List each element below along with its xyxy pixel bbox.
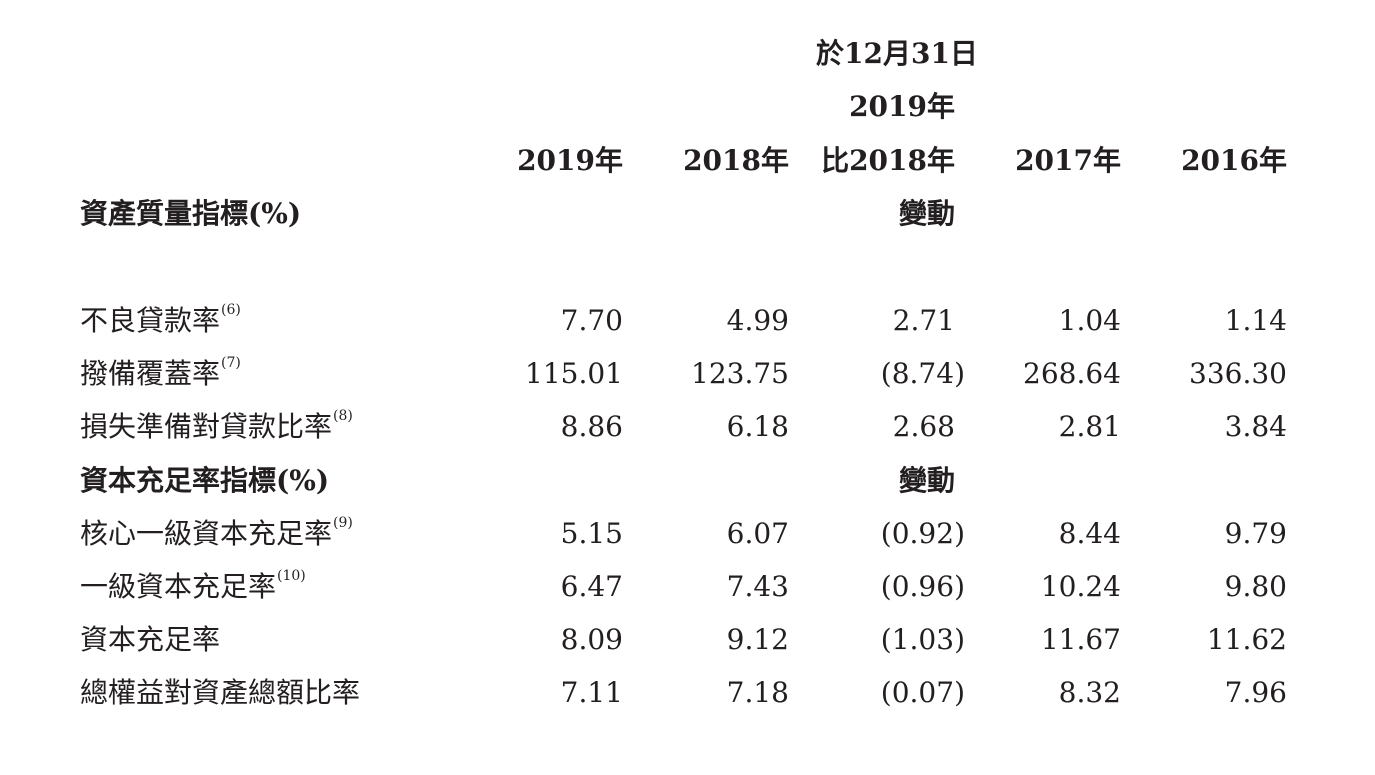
value-2017: 10.24 [1040,570,1121,603]
value-2017: 11.67 [1040,623,1121,656]
section-asset-quality-title: 資產質量指標(%) [80,197,302,230]
value-2017: 8.44 [1058,517,1121,550]
section-capital-adequacy-title: 資本充足率指標(%) [80,464,330,497]
value-2016: 336.30 [1189,357,1287,390]
value-2019: 6.47 [560,570,623,603]
value-2018: 4.99 [726,304,789,337]
row-label-text: 一級資本充足率 [80,570,277,603]
header-col-2016: 2016年 [1181,144,1287,177]
value-2018: 9.12 [726,623,789,656]
row-label: 不良貸款率(6) [80,303,241,337]
value-2016: 9.80 [1224,570,1287,603]
value-change: 2.68 [892,410,955,443]
value-change: 2.71 [892,304,955,337]
value-2016: 9.79 [1224,517,1287,550]
header-col-2017: 2017年 [1015,144,1121,177]
footnote-marker: (9) [333,515,353,531]
header-as-at: 於12月31日 [816,37,978,70]
value-change: (8.74) [880,357,965,390]
section2-change-label: 變動 [898,464,955,497]
value-2018: 6.18 [726,410,789,443]
value-2018: 6.07 [726,517,789,550]
row-label: 撥備覆蓋率(7) [80,356,241,390]
header-col-2018: 2018年 [683,144,789,177]
footnote-marker: (6) [221,302,241,318]
row-label-text: 資本充足率 [80,623,221,656]
footnote-marker: (10) [277,568,306,584]
header-change-line3: 變動 [898,197,955,230]
row-label: 損失準備對貸款比率(8) [80,409,353,443]
value-2019: 8.86 [560,410,623,443]
value-2016: 1.14 [1224,304,1287,337]
value-2017: 8.32 [1058,676,1121,709]
value-2017: 2.81 [1058,410,1121,443]
row-label: 一級資本充足率(10) [80,569,306,603]
value-2016: 3.84 [1224,410,1287,443]
value-2016: 7.96 [1224,676,1287,709]
value-2019: 5.15 [560,517,623,550]
row-label: 核心一級資本充足率(9) [80,516,353,550]
value-2018: 123.75 [691,357,789,390]
value-change: (0.92) [880,517,965,550]
row-label-text: 不良貸款率 [80,304,221,337]
row-label: 資本充足率 [80,626,220,654]
value-2019: 115.01 [525,357,623,390]
value-2019: 8.09 [560,623,623,656]
row-label-text: 損失準備對貸款比率 [80,410,333,443]
footnote-marker: (7) [221,355,241,371]
value-2018: 7.43 [726,570,789,603]
header-change-line2: 比2018年 [821,144,955,177]
row-label: 總權益對資產總額比率 [80,679,360,707]
value-change: (0.07) [880,676,965,709]
value-2017: 268.64 [1023,357,1121,390]
header-col-2019: 2019年 [517,144,623,177]
row-label-text: 撥備覆蓋率 [80,357,221,390]
value-2019: 7.11 [560,676,623,709]
value-change: (1.03) [880,623,965,656]
row-label-text: 總權益對資產總額比率 [80,676,361,709]
value-2017: 1.04 [1058,304,1121,337]
value-2016: 11.62 [1206,623,1287,656]
value-2019: 7.70 [560,304,623,337]
value-2018: 7.18 [726,676,789,709]
footnote-marker: (8) [333,408,353,424]
header-change-line1: 2019年 [849,90,955,123]
row-label-text: 核心一級資本充足率 [80,517,333,550]
value-change: (0.96) [880,570,965,603]
